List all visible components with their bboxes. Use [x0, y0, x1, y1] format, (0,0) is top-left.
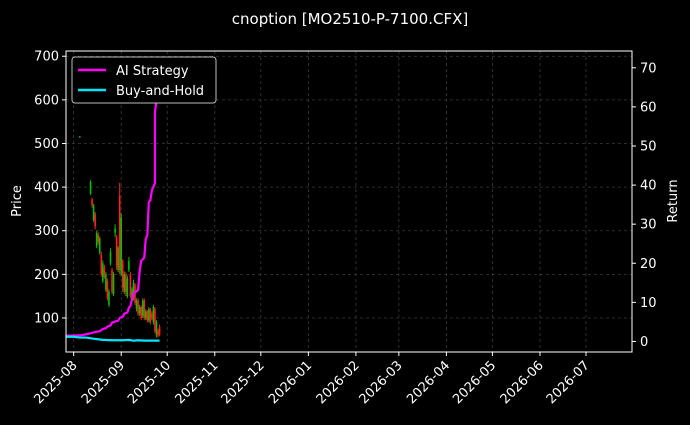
candle-body [79, 136, 81, 138]
y-tick-label-left: 500 [34, 137, 59, 152]
candle-body [117, 248, 119, 270]
y-tick-label-left: 700 [34, 50, 59, 65]
candle-body [125, 274, 127, 292]
y-tick-label-right: 40 [640, 179, 657, 194]
candle-body [138, 307, 141, 314]
candle-body [89, 181, 92, 194]
candle-body [132, 283, 135, 299]
y-axis-label-right: Return [666, 179, 681, 222]
chart-title: cnoption [MO2510-P-7100.CFX] [232, 10, 468, 28]
candle-body [135, 300, 138, 310]
y-tick-label-right: 10 [640, 296, 657, 311]
candle-body [154, 309, 156, 332]
candle-body [109, 251, 112, 264]
candle-body [131, 289, 133, 299]
candle-body [129, 274, 132, 297]
candle-body [100, 254, 103, 275]
buy-and-hold-line [66, 335, 160, 342]
y-axis-label-left: Price [10, 185, 25, 217]
candle-body [114, 228, 116, 233]
candle-body [137, 300, 139, 314]
ai-strategy-line [66, 84, 161, 337]
candle-body [123, 274, 126, 292]
candle-body [157, 331, 159, 336]
series-layer [66, 84, 161, 342]
candle-body [112, 274, 115, 294]
candle-body [115, 237, 118, 266]
candle-body [141, 300, 144, 316]
y-tick-label-right: 60 [640, 100, 657, 115]
candle-body [155, 322, 158, 336]
candle-body [103, 267, 106, 277]
candle-body [128, 261, 130, 270]
legend-label-ai-strategy: AI Strategy [116, 64, 189, 79]
candle-body [143, 300, 146, 318]
y-tick-label-left: 300 [34, 224, 59, 239]
y-tick-label-left: 100 [34, 311, 59, 326]
y-tick-label-left: 400 [34, 181, 59, 196]
legend: AI Strategy Buy-and-Hold [71, 56, 217, 104]
y-tick-label-right: 30 [640, 218, 657, 233]
candle-body [120, 217, 123, 275]
candle-body [106, 280, 109, 299]
legend-box [71, 56, 217, 104]
y-tick-label-right: 20 [640, 257, 657, 272]
price-candles [79, 136, 161, 338]
candle-body [158, 326, 161, 335]
y-tick-label-left: 600 [34, 93, 59, 108]
candle-body [152, 307, 155, 323]
candle-body [92, 205, 95, 220]
y-tick-label-right: 0 [640, 335, 648, 350]
candle-body [149, 309, 152, 323]
candle-body [98, 238, 101, 253]
candle-body [146, 311, 149, 321]
candle-body [102, 263, 104, 281]
candle-body [126, 278, 129, 297]
candle-body [111, 269, 113, 292]
candle-body [140, 307, 142, 318]
candle-body [95, 232, 98, 246]
plot-frame [65, 50, 633, 353]
candle-body [121, 261, 124, 288]
candle-body [148, 309, 150, 321]
y-tick-label-right: 50 [640, 139, 657, 154]
candle-body [97, 235, 100, 242]
candle-body [91, 199, 93, 206]
candle-body [94, 214, 96, 227]
y-tick-label-left: 200 [34, 268, 59, 283]
candle-body [105, 274, 107, 290]
candle-body [118, 195, 121, 270]
candle-body [151, 313, 153, 318]
candle-body [134, 285, 136, 303]
candle-body [108, 291, 110, 305]
y-tick-label-right: 70 [640, 61, 657, 76]
candle-body [144, 311, 147, 318]
legend-label-buy-and-hold: Buy-and-Hold [116, 84, 204, 99]
